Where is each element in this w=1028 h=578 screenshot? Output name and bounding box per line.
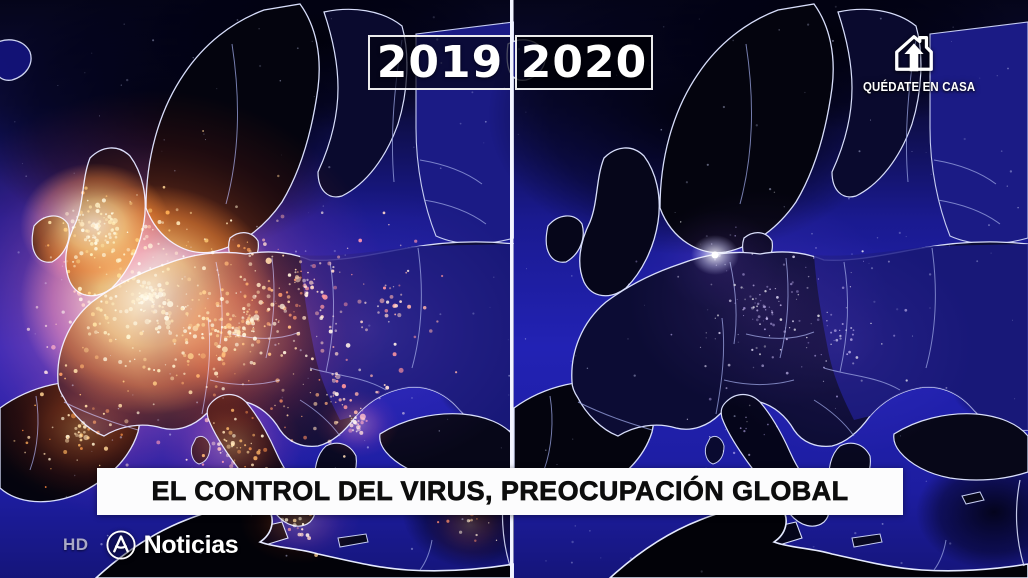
map-divider-line bbox=[510, 0, 514, 578]
headline-banner: EL CONTROL DEL VIRUS, PREOCUPACIÓN GLOBA… bbox=[97, 468, 903, 515]
traffic-dots-2019 bbox=[13, 16, 511, 557]
traffic-haze-2020 bbox=[629, 190, 974, 455]
map-2020 bbox=[488, 0, 1028, 578]
headline-text: EL CONTROL DEL VIRUS, PREOCUPACIÓN GLOBA… bbox=[151, 476, 849, 507]
